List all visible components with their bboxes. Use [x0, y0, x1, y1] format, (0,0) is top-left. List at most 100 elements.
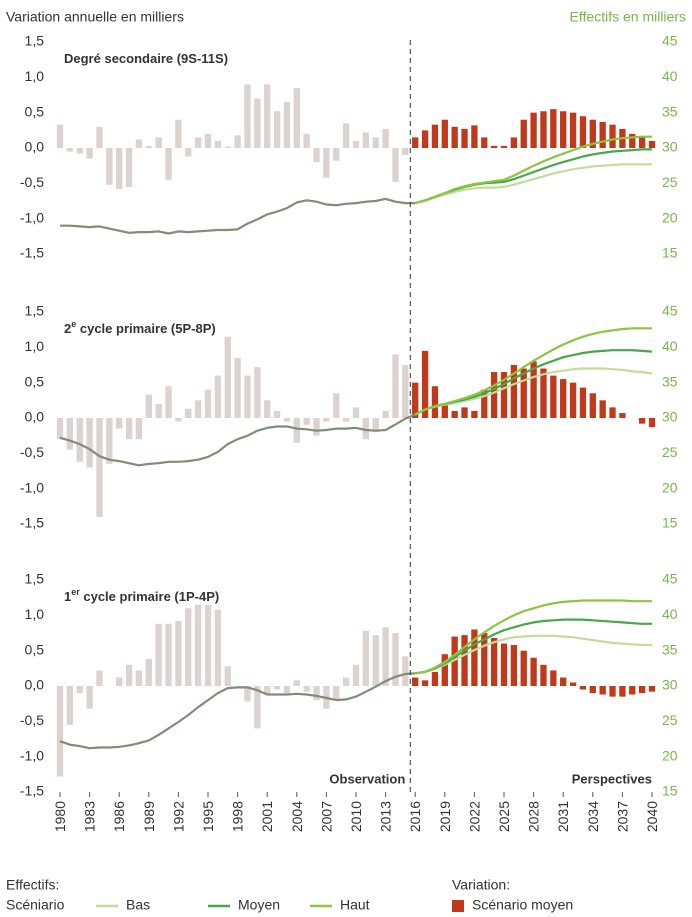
y-tick-label: -0,5: [20, 174, 44, 190]
bar: [471, 410, 478, 418]
bar: [96, 126, 103, 148]
bar: [125, 664, 133, 686]
bar: [382, 128, 389, 148]
y-axis-title: Variation annuelle en milliers: [6, 9, 184, 25]
bar: [333, 393, 340, 418]
bar: [224, 666, 231, 686]
y2-tick-label: 15: [662, 783, 678, 799]
bar: [175, 620, 182, 686]
bar: [451, 410, 458, 418]
bar: [550, 375, 557, 418]
bar: [441, 654, 448, 686]
x-tick-label: 2040: [644, 801, 660, 832]
bar: [56, 418, 64, 440]
panel-title-sup: e: [71, 319, 76, 329]
x-tick-label: 2034: [585, 801, 601, 832]
y2-tick-label: 40: [662, 68, 678, 84]
bar: [106, 418, 113, 464]
bar: [490, 637, 498, 686]
y2-tick-label: 35: [662, 641, 678, 657]
bar: [530, 112, 537, 148]
panel-title-text: Degré secondaire (9S-11S): [64, 51, 228, 66]
bar: [135, 139, 143, 148]
y-tick-label: -1,0: [20, 209, 44, 225]
annotation: Observation: [329, 771, 405, 786]
bar: [224, 146, 231, 148]
y-tick-label: -0,5: [20, 444, 44, 460]
bar: [530, 657, 537, 686]
bar: [599, 400, 606, 418]
bar: [402, 365, 409, 418]
line: [414, 327, 652, 416]
bar: [392, 354, 399, 418]
bar: [135, 418, 143, 440]
y2-tick-label: 20: [662, 747, 678, 763]
bar: [629, 686, 636, 695]
legend-label: Haut: [340, 897, 370, 913]
legend-title: Effectifs:: [6, 877, 59, 893]
x-tick-label: 2004: [289, 801, 305, 832]
bar: [273, 410, 281, 418]
bar: [185, 148, 192, 157]
bar: [560, 379, 567, 418]
legend-swatch: [452, 900, 464, 912]
y-tick-label: 0,5: [25, 373, 45, 389]
bar: [333, 686, 340, 701]
bar: [264, 84, 271, 148]
panel-title: 2e cycle primaire (5P-8P): [64, 319, 216, 336]
x-tick-label: 1995: [200, 801, 216, 832]
bar: [86, 418, 93, 468]
bar: [609, 686, 616, 697]
bar: [362, 630, 370, 686]
bar: [204, 133, 212, 148]
bar: [244, 84, 251, 148]
bar: [254, 367, 261, 418]
panel-title: Degré secondaire (9S-11S): [64, 51, 228, 66]
bar: [165, 148, 172, 180]
y2-tick-label: 40: [662, 606, 678, 622]
bar: [76, 148, 83, 154]
bar: [185, 608, 192, 686]
line: [414, 148, 652, 205]
bar: [471, 125, 478, 148]
bar: [56, 124, 64, 148]
bar: [283, 418, 291, 422]
bar: [461, 635, 468, 686]
line: [60, 197, 416, 235]
bar: [648, 140, 656, 148]
bar: [510, 645, 518, 686]
y-tick-label: 1,0: [25, 68, 45, 84]
y2-tick-label: 25: [662, 712, 678, 728]
bar: [638, 418, 646, 424]
bar: [540, 111, 547, 148]
bar: [638, 686, 646, 694]
bar: [264, 400, 271, 418]
legend-label: Bas: [126, 897, 150, 913]
bar: [125, 148, 133, 187]
bar: [165, 623, 172, 686]
bar: [145, 394, 152, 418]
bar: [244, 375, 251, 418]
bar: [66, 148, 74, 152]
bar: [362, 418, 370, 440]
x-tick-label: 2001: [259, 801, 275, 832]
y-tick-label: 0,5: [25, 103, 45, 119]
bar: [214, 609, 222, 686]
bar: [175, 119, 182, 148]
line: [59, 672, 416, 750]
bar: [244, 686, 251, 702]
bar: [273, 686, 281, 690]
panel-title-text: cycle primaire (5P-8P): [76, 321, 215, 336]
y-tick-label: 0,5: [25, 641, 45, 657]
bar: [500, 145, 508, 148]
bar: [609, 124, 616, 148]
y-tick-label: -1,5: [20, 245, 44, 261]
bar: [116, 418, 123, 429]
bar: [145, 145, 152, 148]
bar: [421, 680, 429, 686]
line: [415, 618, 652, 675]
bar: [431, 124, 439, 148]
bar: [421, 130, 429, 148]
bar: [392, 633, 399, 686]
x-tick-label: 2019: [437, 801, 453, 832]
